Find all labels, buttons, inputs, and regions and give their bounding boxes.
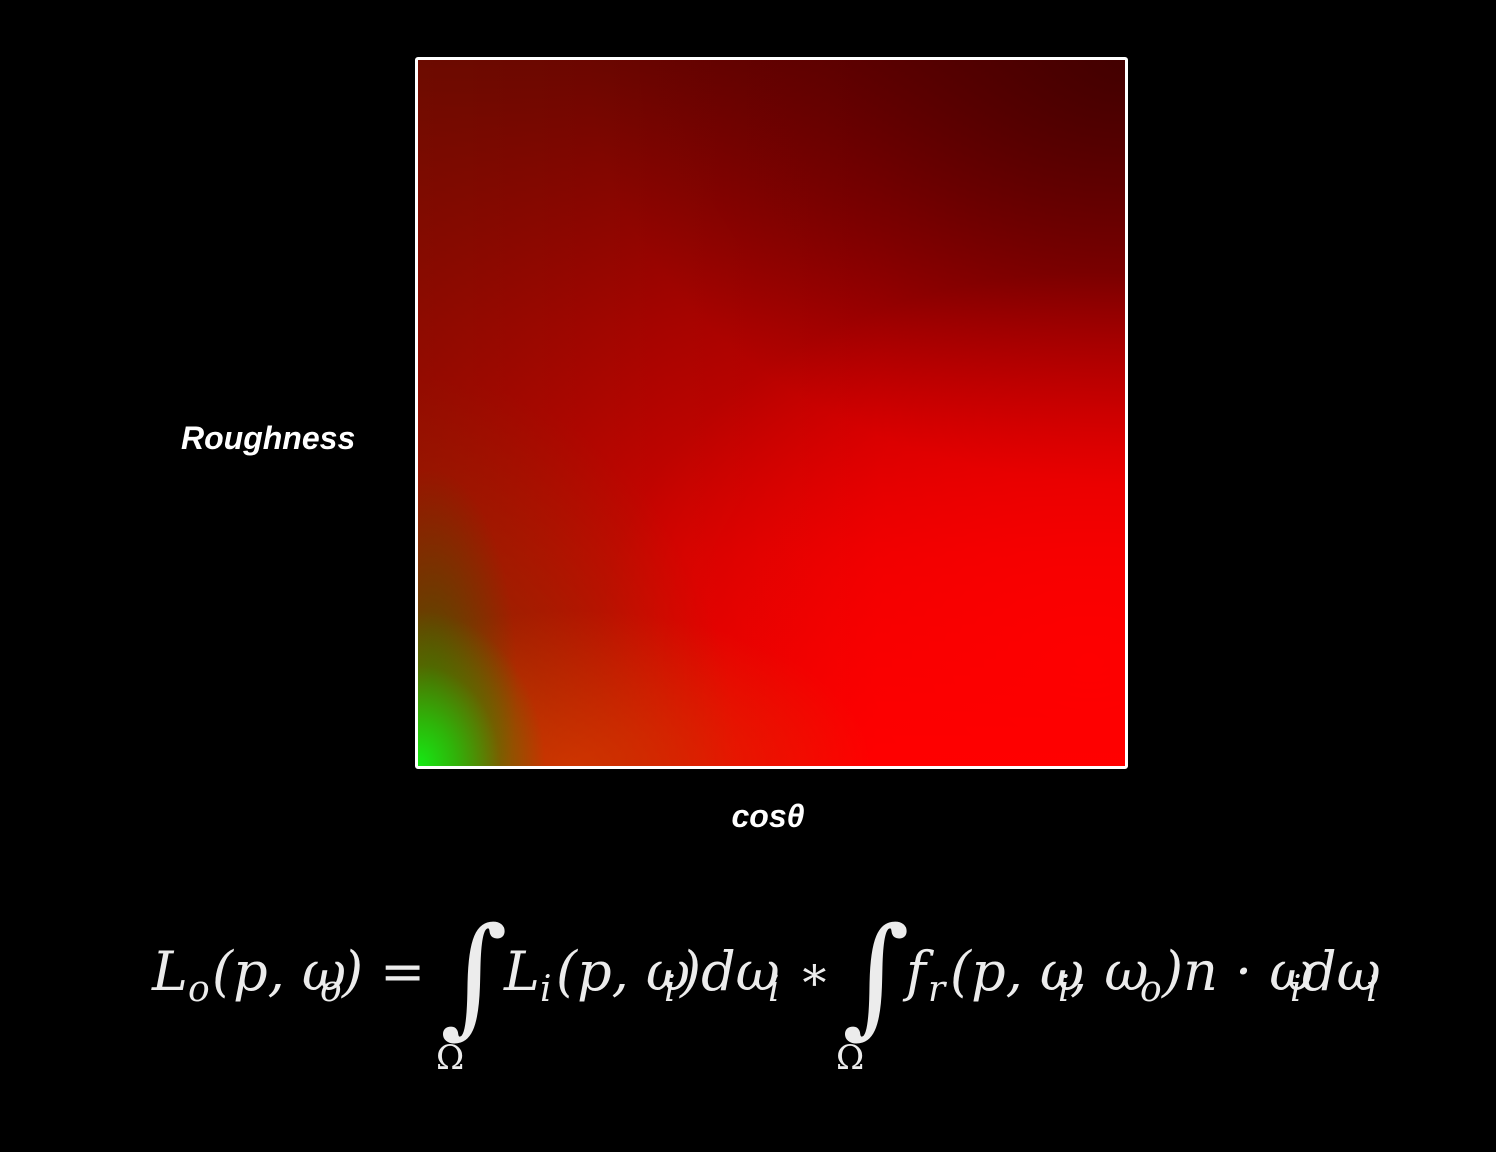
eq-term2-tail-sub: i [1290,969,1302,1010]
eq-term2-tail: )n · ω [1161,940,1313,1003]
eq-term2-end: dω [1302,940,1381,1003]
eq-term1-L: L [503,940,540,1003]
lut-gradient-green-corner [418,60,1125,766]
rendering-equation: L o (p, ω o ) = ∫ Ω L i (p, ω i )dω i ∗ … [0,905,1496,1085]
brdf-lut-square [415,57,1128,769]
equation-svg: L o (p, ω o ) = ∫ Ω L i (p, ω i )dω i ∗ … [151,905,1381,1078]
eq-term2-mid: , ω [1070,940,1148,1003]
eq-term2-args: (p, ω [950,940,1084,1003]
eq-lhs-close: ) [341,940,363,1003]
eq-lhs-args-sub: o [320,969,342,1010]
eq-lhs-args: (p, ω [212,940,346,1003]
eq-domain-1: Ω [436,1038,464,1078]
eq-term1-tail-sub: i [768,969,780,1010]
eq-lhs-L: L [151,940,188,1003]
eq-lhs-sub-o: o [188,969,210,1010]
eq-term2-end-sub: i [1366,969,1378,1010]
eq-term1-args: (p, ω [556,940,690,1003]
eq-star: ∗ [798,946,831,1002]
eq-integral-2: ∫ [842,905,910,1051]
x-axis-label: cosθ [731,798,805,834]
eq-integral-1: ∫ [440,905,508,1051]
eq-term2-sub: r [928,969,947,1010]
eq-term1-args-sub: i [664,969,676,1010]
eq-term1-tail: )dω [679,940,780,1003]
eq-term2-args-sub-2: o [1140,969,1162,1010]
eq-domain-2: Ω [836,1038,864,1078]
eq-term2-args-sub-1: i [1058,969,1070,1010]
y-axis-label: Roughness [181,420,356,456]
eq-equals: = [380,940,425,1003]
eq-term1-sub: i [540,969,552,1010]
